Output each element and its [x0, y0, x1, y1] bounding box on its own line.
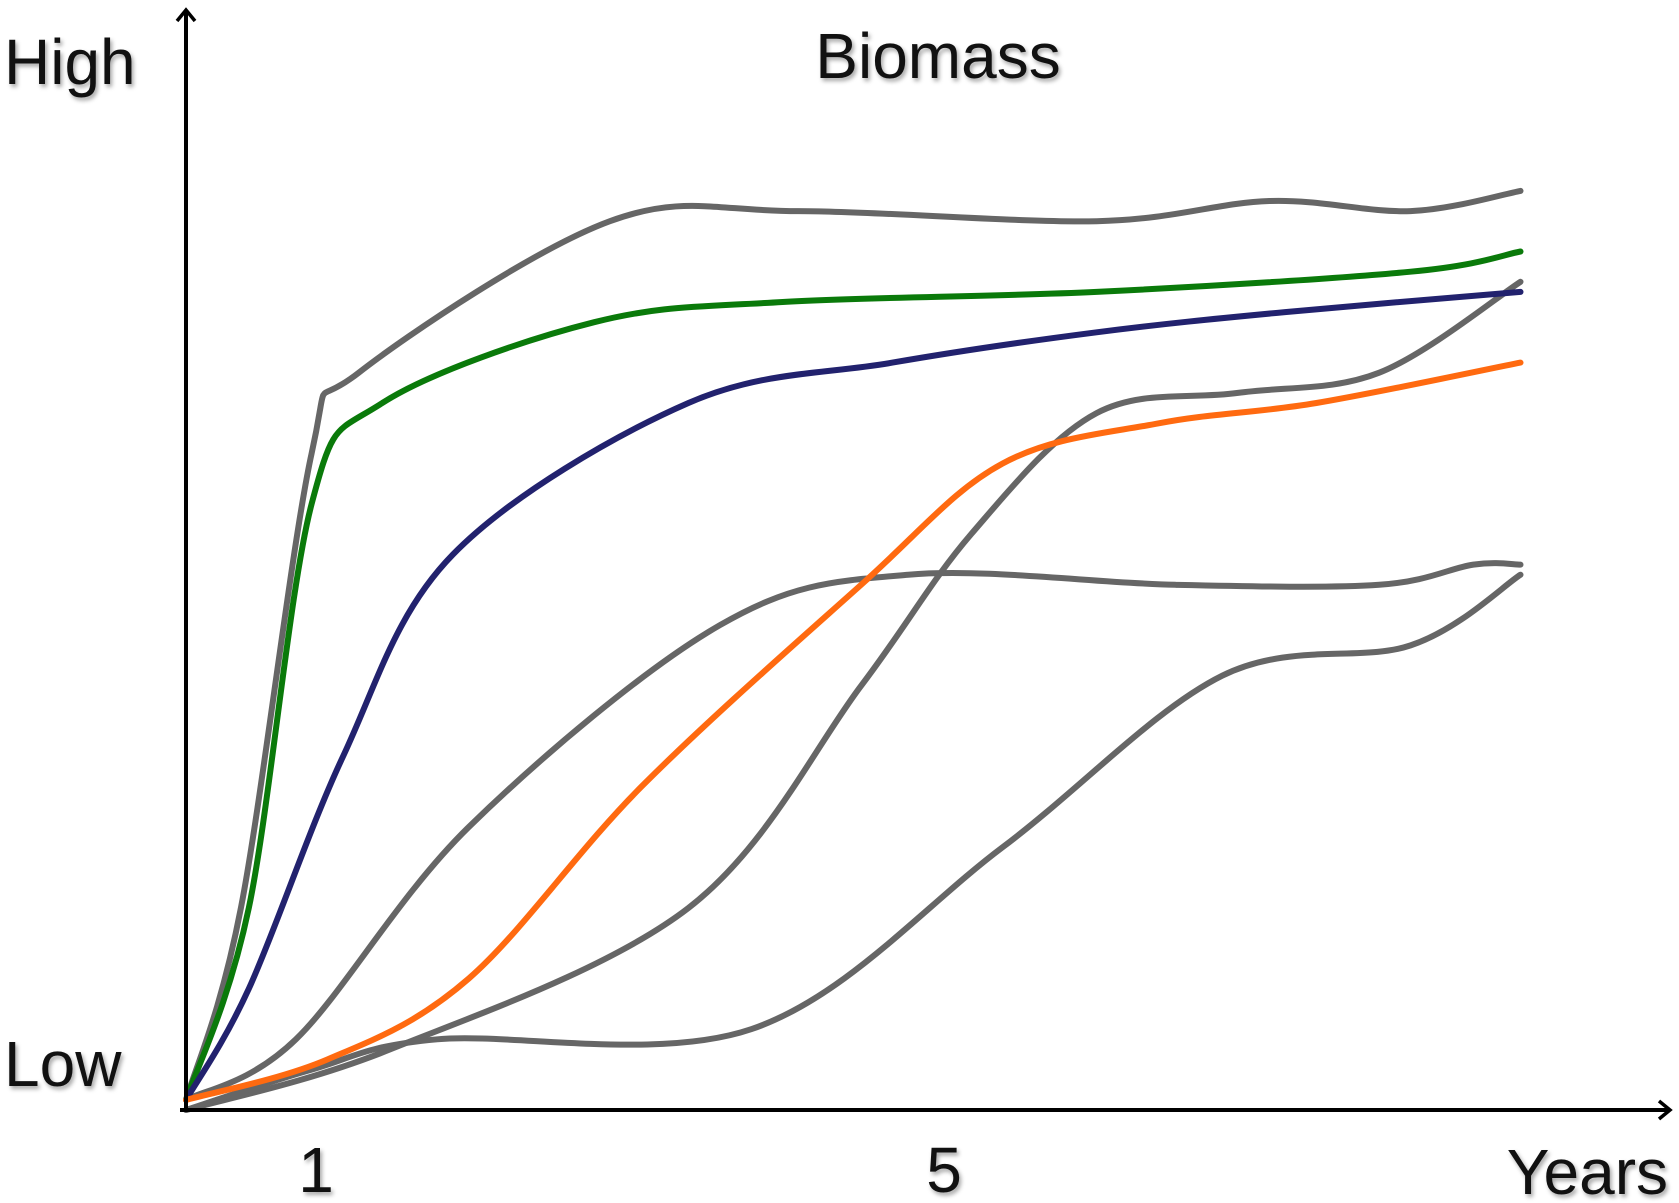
series-line-3-navy — [183, 288, 1524, 1103]
series-line-4-orange — [183, 359, 1524, 1103]
series-line-6-gray — [183, 278, 1524, 1113]
y-tick-label-high: High — [4, 26, 136, 98]
x-axis-label: Years — [1507, 1136, 1668, 1203]
x-tick-label-1: 1 — [298, 1134, 334, 1203]
series-line-7-gray — [183, 571, 1524, 1113]
y-tick-label-low: Low — [4, 1028, 122, 1100]
series-line-1-gray — [183, 187, 1524, 1103]
x-tick-label-5: 5 — [926, 1134, 962, 1203]
chart-title: Biomass — [815, 20, 1060, 92]
series-line-2-green — [183, 248, 1524, 1103]
series-line-5-gray — [183, 560, 1524, 1103]
series-layer — [183, 187, 1524, 1113]
